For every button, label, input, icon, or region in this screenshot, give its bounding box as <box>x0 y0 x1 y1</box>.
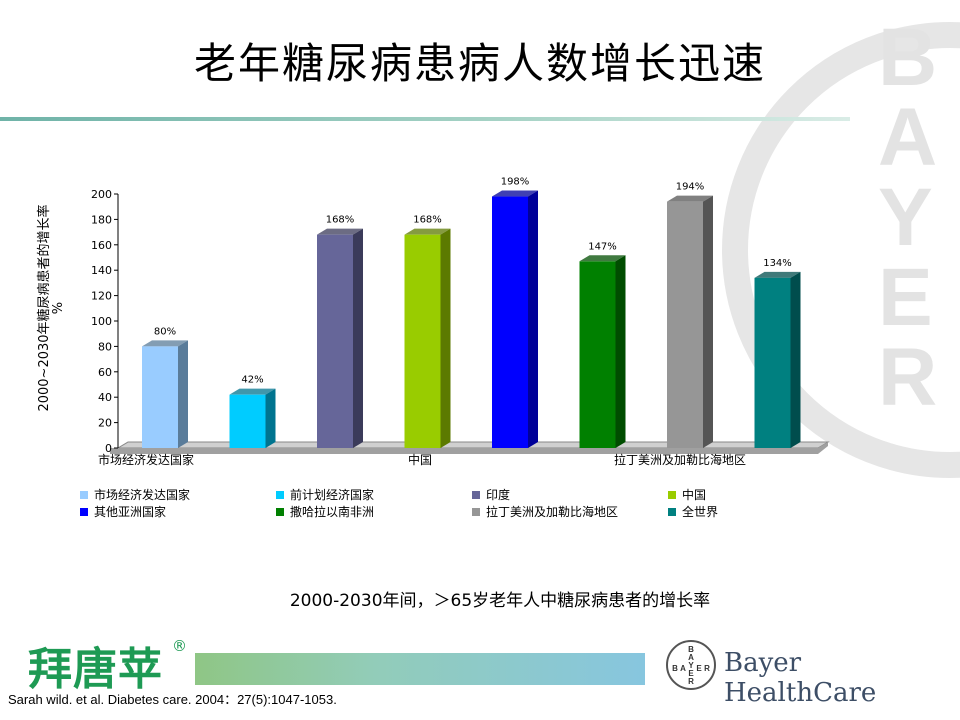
bar-side <box>615 255 626 448</box>
legend-item: 印度 <box>472 486 510 503</box>
legend-swatch <box>472 490 480 499</box>
chart-floor <box>116 441 830 449</box>
data-label: 198% <box>501 177 530 188</box>
data-label: 42% <box>241 375 263 386</box>
cross-letter-vertical: Y <box>688 661 694 670</box>
legend-item: 拉丁美洲及加勒比海地区 <box>472 503 618 520</box>
y-tick-label: 20 <box>98 417 112 430</box>
chart-floor-edge <box>110 442 828 454</box>
data-label: 134% <box>763 258 792 269</box>
bar-top <box>229 388 276 395</box>
y-tick-label: 140 <box>91 264 112 277</box>
y-tick-label: 100 <box>91 315 112 328</box>
bar-side <box>178 340 188 448</box>
legend-swatch <box>80 507 88 516</box>
bar <box>579 261 616 448</box>
cross-letter-vertical: B <box>688 645 694 654</box>
bar <box>667 201 703 448</box>
y-tick-label: 200 <box>91 188 112 201</box>
watermark-letter: Y <box>878 172 933 263</box>
legend-swatch <box>276 490 284 499</box>
y-tick-label: 60 <box>98 366 112 379</box>
x-group-label: 拉丁美洲及加勒比海地区 <box>614 452 746 467</box>
data-label: 80% <box>154 326 176 337</box>
bar-side <box>440 228 451 448</box>
bar-side <box>353 228 363 448</box>
legend-item: 全世界 <box>668 503 718 520</box>
legend-item: 中国 <box>668 486 706 503</box>
bar-side <box>528 190 538 448</box>
y-tick-label: 40 <box>98 391 112 404</box>
legend-swatch <box>276 507 284 516</box>
legend-label: 全世界 <box>682 505 719 519</box>
legend-label: 中国 <box>682 488 707 502</box>
legend-item: 前计划经济国家 <box>276 486 374 503</box>
citation: Sarah wild. et al. Diabetes care. 2004：2… <box>8 692 337 707</box>
company-name: Bayer HealthCare <box>724 648 877 708</box>
registered-mark: ® <box>172 637 187 655</box>
x-group-label: 市场经济发达国家 <box>98 452 194 467</box>
legend-swatch <box>472 507 480 516</box>
watermark-letter: R <box>878 332 937 423</box>
y-tick-label: 0 <box>105 442 112 455</box>
legend-label: 印度 <box>486 488 511 502</box>
cross-letter-horizontal: E <box>696 664 702 673</box>
data-label: 194% <box>676 182 705 193</box>
data-label: 168% <box>413 215 442 226</box>
legend-label: 撒哈拉以南非洲 <box>290 505 375 519</box>
bar <box>142 346 178 448</box>
legend-label: 前计划经济国家 <box>290 488 375 502</box>
bar <box>229 394 266 448</box>
legend-label: 拉丁美洲及加勒比海地区 <box>486 505 619 519</box>
y-tick-label: 120 <box>91 290 112 303</box>
y-tick-label: 80 <box>98 340 112 353</box>
bar-chart: 0 20 40 60 80 100 120 140 160 180 200 80% 42% 168% 168… <box>91 177 830 467</box>
watermark-letter: B <box>878 12 937 103</box>
legend-item: 其他亚洲国家 <box>80 503 166 520</box>
bar-top <box>754 271 801 278</box>
chart-caption: 2000-2030年间，＞65岁老年人中糖尿病患者的增长率 <box>289 591 711 611</box>
cross-letter-horizontal: B <box>672 664 678 673</box>
watermark-letter: A <box>878 92 937 183</box>
bar-side <box>790 271 801 448</box>
bar <box>492 196 528 448</box>
cross-letter-horizontal: R <box>704 664 710 673</box>
bar <box>317 234 353 448</box>
legend-label: 市场经济发达国家 <box>94 488 191 502</box>
bar-side <box>265 388 276 448</box>
slide-title: 老年糖尿病患病人数增长迅速 <box>193 39 766 88</box>
cross-letter-vertical: R <box>688 677 694 686</box>
legend-swatch <box>668 507 676 516</box>
bar-top <box>317 228 363 235</box>
y-tick-label: 180 <box>91 213 112 226</box>
bar-top <box>142 340 188 347</box>
data-label: 147% <box>588 241 617 252</box>
legend-item: 市场经济发达国家 <box>80 486 190 503</box>
bar-top <box>404 228 451 235</box>
x-group-label: 中国 <box>408 452 432 467</box>
bar <box>754 277 791 448</box>
data-label: 168% <box>326 215 355 226</box>
footer-gradient-bar <box>195 653 645 685</box>
cross-letter-vertical: E <box>688 669 694 678</box>
title-divider <box>0 117 850 121</box>
watermark-letter: E <box>878 252 933 343</box>
legend-item: 撒哈拉以南非洲 <box>276 503 374 520</box>
product-logo-text: 拜唐苹 <box>28 644 163 695</box>
bar-top <box>579 255 626 262</box>
legend-swatch <box>80 490 88 499</box>
cross-letter-vertical: A <box>688 653 694 662</box>
cross-letter-horizontal: A <box>680 664 686 673</box>
bar-side <box>703 195 713 448</box>
legend-label: 其他亚洲国家 <box>94 505 167 519</box>
bar-top <box>667 195 713 202</box>
bar <box>404 234 441 448</box>
y-tick-label: 160 <box>91 239 112 252</box>
bar-top <box>492 190 538 197</box>
legend-swatch <box>668 490 676 499</box>
